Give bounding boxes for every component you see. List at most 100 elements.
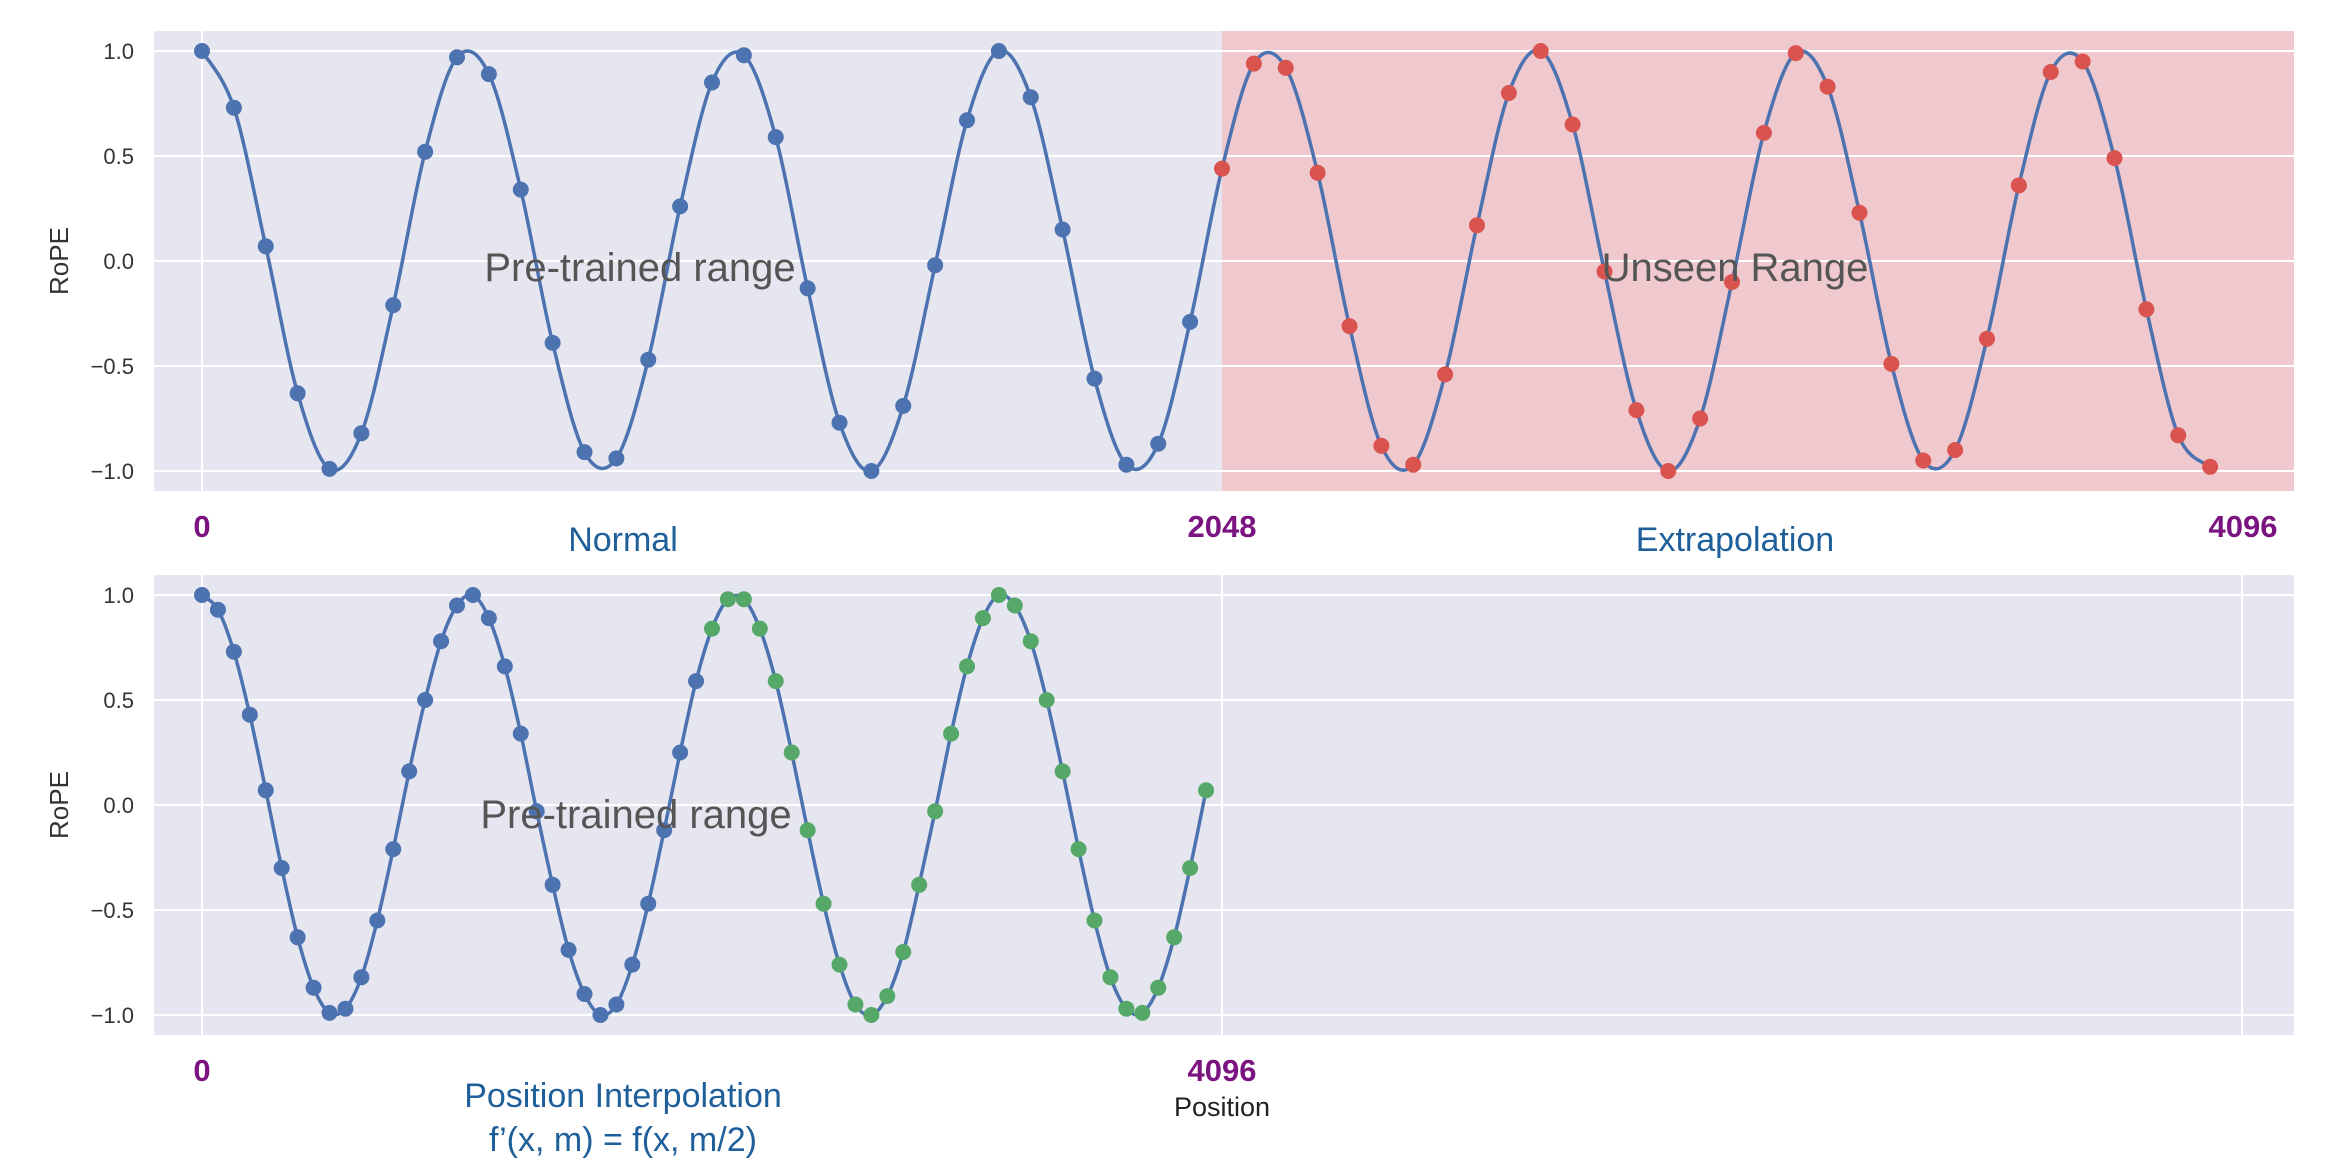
y-tick-label: 0.5 xyxy=(103,688,134,713)
data-point xyxy=(783,744,800,761)
data-point xyxy=(576,986,593,1002)
data-point xyxy=(1118,456,1135,473)
data-point xyxy=(480,66,497,83)
data-point xyxy=(273,860,290,876)
series-line xyxy=(200,592,1208,1018)
data-point xyxy=(1214,160,1230,177)
data-point xyxy=(927,803,944,820)
caption-extrapolation: Extrapolation xyxy=(1636,521,1834,559)
data-point xyxy=(640,351,657,368)
data-point xyxy=(496,658,513,675)
data-point xyxy=(1198,782,1215,799)
data-point xyxy=(560,941,577,958)
caption-formula: f’(x, m) = f(x, m/2) xyxy=(489,1121,757,1159)
data-point xyxy=(449,49,465,66)
data-point xyxy=(831,956,848,973)
data-point xyxy=(1755,124,1772,141)
data-point xyxy=(369,912,386,929)
data-point xyxy=(624,956,641,973)
data-point xyxy=(209,601,226,618)
data-point xyxy=(1692,410,1709,427)
data-point xyxy=(1182,313,1199,330)
data-point xyxy=(1054,763,1071,780)
caption-normal: Normal xyxy=(568,521,678,559)
data-point xyxy=(1022,633,1039,650)
data-point xyxy=(337,1000,354,1017)
data-point xyxy=(289,929,306,946)
x-axis-label: Position xyxy=(1174,1092,1270,1122)
data-point xyxy=(1405,456,1422,473)
data-point xyxy=(1851,204,1868,221)
data-point xyxy=(257,782,274,799)
data-point xyxy=(385,841,402,858)
data-point xyxy=(1150,979,1167,996)
data-point xyxy=(767,129,784,146)
data-point xyxy=(704,74,720,91)
data-point xyxy=(719,591,736,608)
data-point xyxy=(1437,366,1454,383)
data-point xyxy=(2202,458,2219,475)
y-tick-labels: 1.0 0.5 0.0 −0.5 −1.0 xyxy=(91,583,134,1028)
position-label-4096: 4096 xyxy=(2209,509,2278,544)
data-point xyxy=(1915,452,1932,469)
data-point xyxy=(544,334,561,351)
data-point xyxy=(1182,860,1199,876)
pretrained-range-label: Pre-trained range xyxy=(480,793,791,837)
data-point xyxy=(321,460,338,477)
data-point xyxy=(592,1007,609,1023)
data-point xyxy=(1373,437,1390,454)
position-label-2048: 2048 xyxy=(1188,509,1257,544)
data-point xyxy=(990,43,1007,59)
data-point xyxy=(608,996,625,1013)
y-axis-label: RoPE xyxy=(44,771,74,839)
data-point xyxy=(289,385,306,402)
data-point xyxy=(321,1004,338,1021)
data-point xyxy=(480,610,497,627)
data-point xyxy=(1660,463,1677,479)
caption-position-interpolation: Position Interpolation xyxy=(464,1077,782,1115)
data-point xyxy=(194,587,210,603)
data-point xyxy=(879,988,896,1005)
data-point xyxy=(194,43,210,59)
data-point xyxy=(799,822,816,839)
data-point xyxy=(895,397,912,414)
grid xyxy=(154,31,2294,491)
data-point xyxy=(1277,59,1294,76)
data-point xyxy=(1724,274,1740,290)
pretrained-range-label: Pre-trained range xyxy=(484,246,795,290)
data-point xyxy=(608,450,625,467)
data-point xyxy=(1054,221,1071,238)
data-point xyxy=(2042,64,2059,80)
series-group xyxy=(194,43,2219,479)
data-point xyxy=(974,610,991,627)
data-point xyxy=(353,425,370,442)
data-point xyxy=(688,673,705,690)
data-point xyxy=(1134,1004,1151,1021)
data-point xyxy=(512,181,529,198)
data-point xyxy=(735,591,752,608)
extrapolation-panel: 1.0 0.5 0.0 −0.5 −1.0 RoPE Pre-trained range… xyxy=(44,31,2294,559)
data-point xyxy=(2170,427,2187,444)
data-point xyxy=(464,587,481,603)
data-point xyxy=(1150,435,1167,452)
position-label-0: 0 xyxy=(193,509,210,544)
series-line xyxy=(200,48,2212,473)
data-point xyxy=(863,463,880,479)
data-point xyxy=(751,620,768,637)
data-point xyxy=(2074,53,2091,70)
data-point xyxy=(449,597,465,614)
data-point xyxy=(831,414,848,431)
data-point xyxy=(257,238,274,255)
data-point xyxy=(1947,442,1964,458)
data-point xyxy=(1469,217,1485,234)
data-point xyxy=(225,643,242,660)
y-axis-label: RoPE xyxy=(44,227,74,295)
y-tick-label: −0.5 xyxy=(91,898,134,923)
data-point xyxy=(401,763,418,780)
data-point xyxy=(1070,841,1087,858)
data-point xyxy=(1979,330,1995,347)
position-label-0: 0 xyxy=(193,1053,210,1088)
data-point xyxy=(353,969,370,986)
